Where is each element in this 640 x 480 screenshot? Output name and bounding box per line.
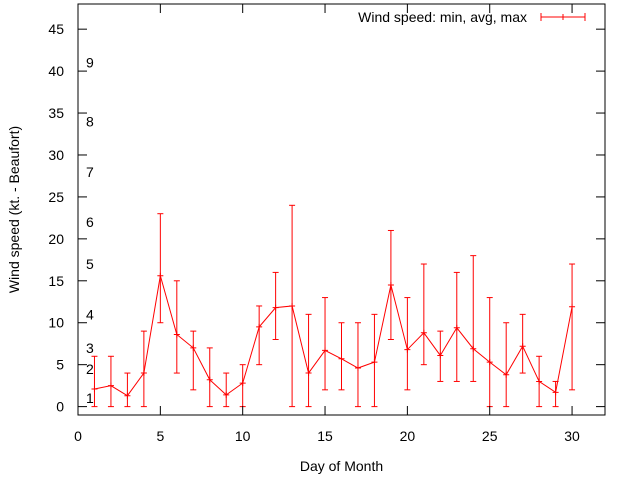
beaufort-scale-label: 7 bbox=[86, 164, 94, 180]
x-tick-label: 20 bbox=[400, 428, 416, 444]
data-point bbox=[107, 382, 114, 389]
x-tick-label: 0 bbox=[74, 428, 82, 444]
data-point bbox=[470, 345, 477, 352]
data-point bbox=[305, 370, 312, 377]
data-point bbox=[124, 392, 131, 399]
data-point bbox=[552, 389, 559, 396]
data-point bbox=[206, 376, 213, 383]
plot-frame bbox=[77, 3, 606, 416]
y-tick-label: 10 bbox=[48, 315, 64, 331]
data-point bbox=[354, 365, 361, 372]
data-point bbox=[536, 378, 543, 385]
data-point bbox=[223, 391, 230, 398]
data-point bbox=[91, 385, 98, 392]
data-point bbox=[404, 346, 411, 353]
x-axis-label: Day of Month bbox=[300, 458, 383, 474]
data-point bbox=[420, 329, 427, 336]
data-point bbox=[503, 371, 510, 378]
y-tick-label: 25 bbox=[48, 189, 64, 205]
data-point bbox=[519, 343, 526, 350]
y-tick-label: 20 bbox=[48, 231, 64, 247]
beaufort-scale-label: 2 bbox=[86, 361, 94, 377]
y-tick-label: 15 bbox=[48, 273, 64, 289]
data-point bbox=[322, 347, 329, 354]
legend-swatch-point bbox=[560, 14, 566, 20]
data-point bbox=[486, 359, 493, 366]
data-point bbox=[289, 302, 296, 309]
data-point bbox=[157, 272, 164, 279]
legend-swatch bbox=[540, 13, 586, 21]
data-point bbox=[338, 355, 345, 362]
x-tick-label: 30 bbox=[564, 428, 580, 444]
data-point bbox=[371, 359, 378, 366]
legend-label: Wind speed: min, avg, max bbox=[358, 9, 527, 25]
beaufort-scale-label: 4 bbox=[86, 306, 94, 322]
y-axis-label: Wind speed (kt. - Beaufort) bbox=[6, 126, 22, 293]
data-point bbox=[569, 303, 576, 310]
x-tick-label: 15 bbox=[317, 428, 333, 444]
x-tick-label: 5 bbox=[156, 428, 164, 444]
data-point bbox=[272, 304, 279, 311]
data-point bbox=[239, 380, 246, 387]
y-tick-label: 40 bbox=[48, 63, 64, 79]
y-tick-label: 0 bbox=[56, 399, 64, 415]
beaufort-labels: 1 2 3 4 5 6 7 8 9 bbox=[86, 55, 94, 407]
beaufort-scale-label: 6 bbox=[86, 214, 94, 230]
y-tick-label: 5 bbox=[56, 357, 64, 373]
x-tick-label: 25 bbox=[482, 428, 498, 444]
data-point bbox=[453, 324, 460, 331]
legend: Wind speed: min, avg, max bbox=[358, 9, 586, 25]
data-point bbox=[387, 281, 394, 288]
data-point bbox=[173, 331, 180, 338]
y-tick-label: 35 bbox=[48, 105, 64, 121]
data-point bbox=[437, 352, 444, 359]
data-point bbox=[256, 323, 263, 330]
beaufort-scale-label: 3 bbox=[86, 340, 94, 356]
beaufort-scale-label: 8 bbox=[86, 113, 94, 129]
y-tick-label: 30 bbox=[48, 147, 64, 163]
data-point bbox=[140, 370, 147, 377]
beaufort-scale-label: 1 bbox=[86, 390, 94, 406]
y-tick-label: 45 bbox=[48, 21, 64, 37]
beaufort-scale-label: 9 bbox=[86, 55, 94, 71]
data-point bbox=[190, 344, 197, 351]
avg-line bbox=[94, 275, 573, 397]
x-tick-label: 10 bbox=[235, 428, 251, 444]
plot-marks bbox=[91, 204, 576, 408]
beaufort-scale-label: 5 bbox=[86, 256, 94, 272]
